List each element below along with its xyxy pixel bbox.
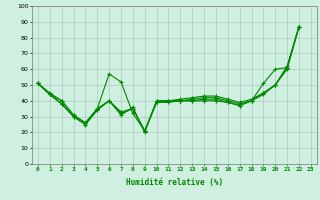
X-axis label: Humidité relative (%): Humidité relative (%) — [126, 178, 223, 187]
